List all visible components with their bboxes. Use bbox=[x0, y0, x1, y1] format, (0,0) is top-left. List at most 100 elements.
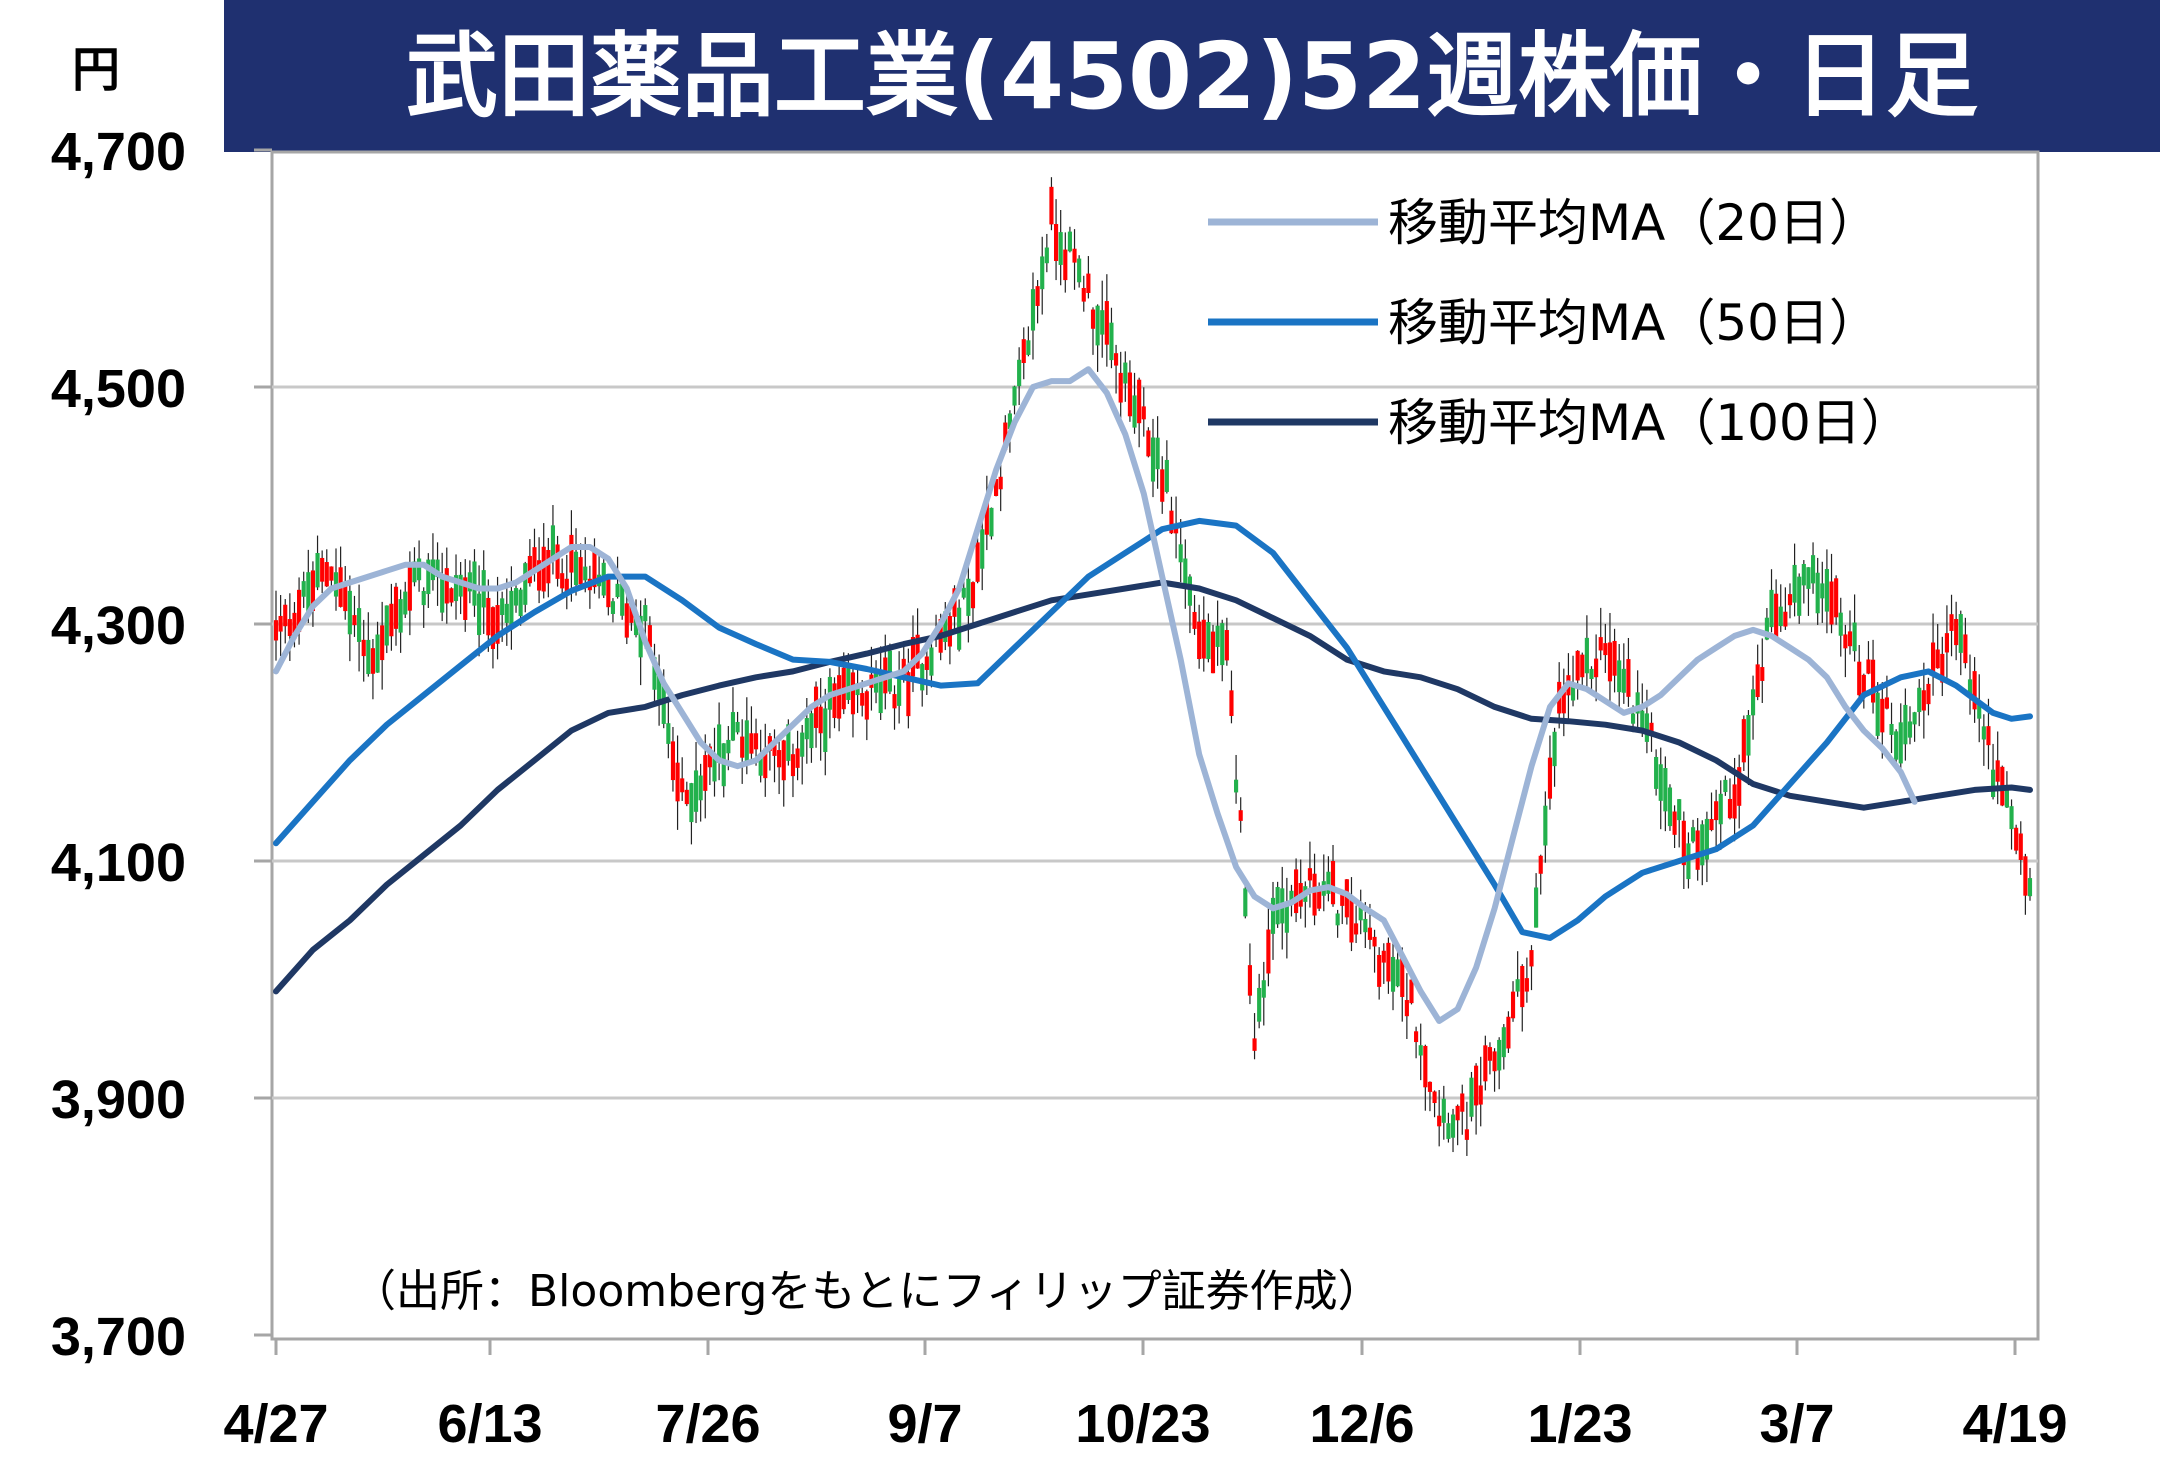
candle-up bbox=[449, 588, 454, 603]
candle-up bbox=[393, 586, 399, 629]
candle-down bbox=[897, 672, 902, 706]
candle-up bbox=[1594, 658, 1599, 678]
candle-up bbox=[772, 741, 777, 756]
candle-up bbox=[1949, 614, 1954, 631]
candle-up bbox=[1510, 991, 1516, 1019]
candle-down bbox=[1187, 576, 1192, 606]
candle-down bbox=[1815, 572, 1820, 614]
candle-down bbox=[1441, 1098, 1446, 1123]
candle-up bbox=[1049, 186, 1054, 225]
candle-up bbox=[1127, 372, 1132, 417]
candle-down bbox=[726, 739, 731, 754]
candle-up bbox=[495, 605, 500, 644]
candle-down bbox=[698, 775, 703, 801]
candle-up bbox=[1104, 301, 1109, 345]
candle-down bbox=[1418, 1045, 1423, 1056]
candle-down bbox=[1326, 871, 1331, 894]
candle-down bbox=[1058, 232, 1063, 265]
candle-up bbox=[1294, 869, 1299, 914]
candle-down bbox=[1543, 805, 1548, 846]
candle-up bbox=[998, 476, 1003, 490]
y-tick-label: 4,700 bbox=[51, 122, 186, 182]
candle-down bbox=[1907, 721, 1913, 738]
candle-down bbox=[1589, 668, 1594, 680]
candle-up bbox=[389, 603, 394, 637]
line-ma50 bbox=[273, 517, 2033, 941]
candle-up bbox=[310, 570, 315, 611]
candle-down bbox=[643, 605, 648, 622]
candle-up bbox=[537, 560, 542, 591]
candle-up bbox=[818, 706, 823, 734]
candle-down bbox=[717, 724, 722, 763]
candle-down bbox=[989, 507, 994, 537]
candle-up bbox=[287, 619, 292, 636]
candle-down bbox=[1164, 459, 1169, 492]
candle-down bbox=[823, 708, 828, 753]
candle-up bbox=[1141, 406, 1146, 420]
candle-up bbox=[1538, 855, 1543, 874]
candle-down bbox=[2009, 806, 2014, 830]
x-tick-label: 7/26 bbox=[655, 1394, 760, 1454]
candle-down bbox=[1044, 247, 1049, 264]
candle-down bbox=[1654, 756, 1659, 789]
candle-up bbox=[407, 566, 412, 611]
candle-up bbox=[1386, 942, 1391, 982]
candle-down bbox=[1820, 583, 1825, 599]
candle-up bbox=[1580, 654, 1585, 678]
candle-down bbox=[1746, 714, 1751, 756]
candle-down bbox=[347, 590, 352, 635]
legend-label-ma50: 移動平均MA（50日） bbox=[1388, 294, 1879, 352]
candle-down bbox=[1515, 979, 1520, 992]
candle-up bbox=[606, 577, 611, 608]
candle-down bbox=[1109, 322, 1114, 361]
candle-down bbox=[1824, 568, 1829, 612]
candle-up bbox=[1224, 630, 1229, 661]
candle-up bbox=[527, 555, 532, 584]
candle-down bbox=[1898, 722, 1903, 764]
candle-down bbox=[417, 558, 422, 581]
candle-down bbox=[1067, 231, 1072, 252]
candle-down bbox=[1132, 395, 1137, 428]
candle-up bbox=[1035, 286, 1040, 306]
candle-down bbox=[1667, 787, 1673, 827]
candle-down bbox=[583, 566, 588, 581]
candle-up bbox=[273, 620, 279, 641]
candle-down bbox=[1183, 558, 1188, 587]
candle-up bbox=[915, 634, 920, 669]
candle-down bbox=[961, 587, 966, 598]
candle-down bbox=[1617, 660, 1622, 693]
candle-up bbox=[753, 733, 759, 750]
candle-up bbox=[569, 534, 574, 573]
x-tick-label: 9/7 bbox=[887, 1394, 962, 1454]
line-ma20 bbox=[273, 366, 1918, 1024]
candle-down bbox=[657, 671, 662, 700]
candle-down bbox=[1967, 679, 1973, 694]
candle-down bbox=[689, 783, 694, 823]
candle-down bbox=[887, 650, 892, 692]
candle-down bbox=[1220, 623, 1225, 666]
x-tick-label: 4/19 bbox=[1962, 1394, 2067, 1454]
candle-down bbox=[315, 553, 320, 588]
candle-up bbox=[1575, 650, 1580, 681]
candle-up bbox=[297, 589, 302, 632]
candle-up bbox=[1238, 810, 1243, 821]
source-note: （出所：Bloombergをもとにフィリップ証券作成） bbox=[352, 1266, 1382, 1317]
candle-up bbox=[1377, 955, 1382, 987]
candle-up bbox=[1986, 726, 1991, 746]
candle-down bbox=[610, 601, 616, 614]
candle-up bbox=[1427, 1081, 1433, 1092]
candle-up bbox=[1464, 1129, 1469, 1140]
candle-up bbox=[1681, 820, 1686, 866]
candle-down bbox=[357, 608, 362, 642]
candle-down bbox=[1261, 980, 1266, 998]
candle-down bbox=[366, 639, 371, 675]
candle-up bbox=[763, 748, 768, 779]
candle-down bbox=[652, 657, 657, 690]
candle-up bbox=[1317, 889, 1322, 909]
candle-up bbox=[1861, 674, 1866, 696]
candle-up bbox=[647, 625, 652, 648]
x-tick-label: 4/27 bbox=[223, 1394, 328, 1454]
candle-down bbox=[467, 572, 472, 592]
candle-up bbox=[1829, 581, 1834, 625]
